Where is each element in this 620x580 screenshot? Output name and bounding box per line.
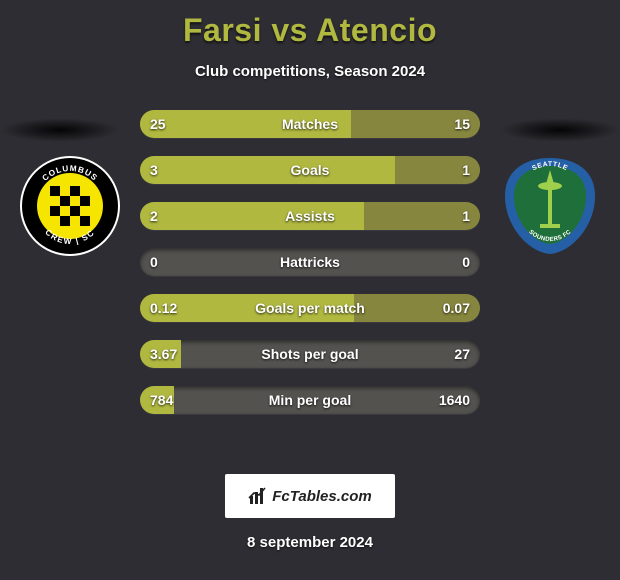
team-badge-right: SEATTLE SOUNDERS FC: [500, 156, 600, 256]
stat-row: 2515Matches: [140, 110, 480, 138]
columbus-crew-icon: COLUMBUS CREW | SC: [20, 156, 120, 256]
stat-label: Min per goal: [140, 386, 480, 414]
shadow-right: [500, 118, 620, 142]
brand-box: FcTables.com: [225, 474, 395, 518]
seattle-sounders-icon: SEATTLE SOUNDERS FC: [500, 156, 600, 256]
stat-row: 7841640Min per goal: [140, 386, 480, 414]
stat-row: 0.120.07Goals per match: [140, 294, 480, 322]
stat-label: Hattricks: [140, 248, 480, 276]
stat-label: Goals: [140, 156, 480, 184]
stat-row: 3.6727Shots per goal: [140, 340, 480, 368]
subtitle: Club competitions, Season 2024: [0, 63, 620, 80]
stat-label: Shots per goal: [140, 340, 480, 368]
shadow-left: [0, 118, 120, 142]
brand-label: FcTables.com: [272, 488, 371, 505]
date-label: 8 september 2024: [0, 534, 620, 551]
brand-chart-icon: [248, 486, 268, 506]
stat-label: Goals per match: [140, 294, 480, 322]
stat-label: Assists: [140, 202, 480, 230]
stat-row: 31Goals: [140, 156, 480, 184]
stat-bars: 2515Matches 31Goals 21Assists 00Hattricks 0.…: [140, 110, 480, 432]
team-badge-left: COLUMBUS CREW | SC: [20, 156, 120, 256]
stat-label: Matches: [140, 110, 480, 138]
stat-row: 21Assists: [140, 202, 480, 230]
comparison-stage: COLUMBUS CREW | SC SEATTLE: [0, 96, 620, 456]
page-title: Farsi vs Atencio: [0, 0, 620, 49]
stat-row: 00Hattricks: [140, 248, 480, 276]
